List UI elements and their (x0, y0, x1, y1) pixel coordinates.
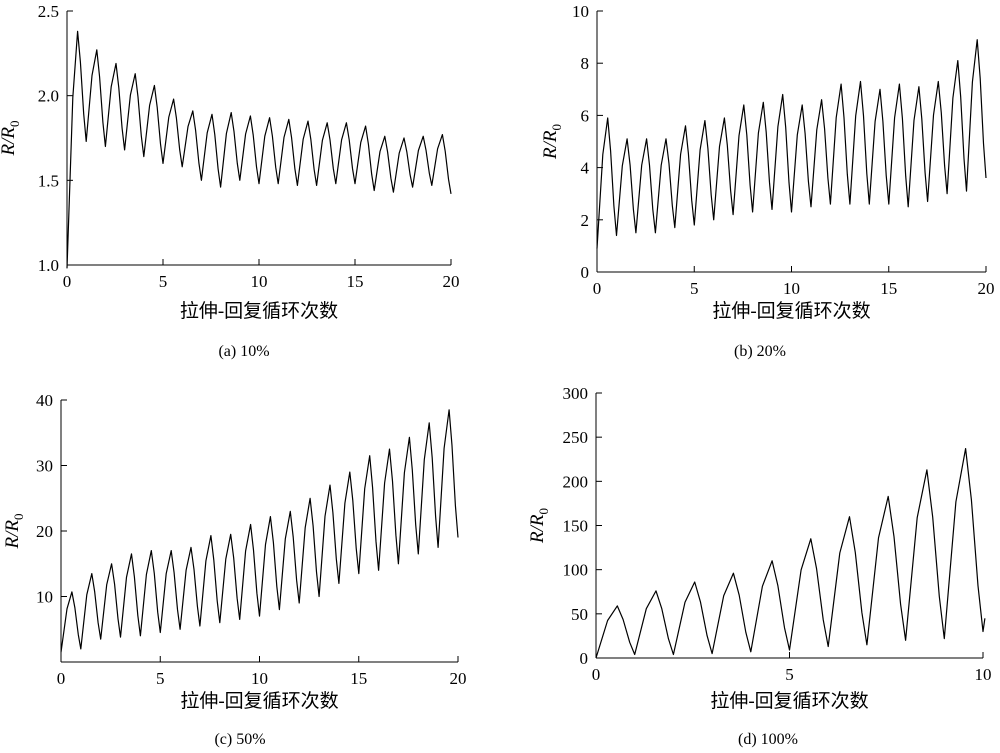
y-axis-label-main: R/R (2, 520, 23, 550)
x-tick-label: 15 (350, 669, 367, 688)
x-axis-label: 拉伸-回复循环次数 (710, 690, 868, 712)
x-tick-label: 20 (443, 272, 460, 291)
x-tick-label: 0 (592, 665, 601, 684)
panel-caption: (a) 10% (218, 343, 269, 360)
y-tick-label: 300 (563, 384, 589, 403)
x-tick-label: 0 (593, 279, 602, 298)
series-line (60, 409, 459, 653)
x-tick-label: 10 (783, 279, 800, 298)
y-axis-label-main: R/R (527, 514, 548, 544)
x-tick-label: 10 (251, 272, 268, 291)
y-tick-label: 2.5 (38, 2, 59, 21)
y-axis-label: R/R0 (2, 514, 26, 550)
x-axis-label: 拉伸-回复循环次数 (180, 300, 338, 322)
x-tick-label: 5 (156, 669, 165, 688)
y-tick-label: 1.5 (38, 171, 59, 190)
y-tick-label: 150 (563, 517, 589, 536)
x-tick-label: 5 (159, 272, 168, 291)
y-tick-label: 20 (36, 522, 53, 541)
y-tick-label: 250 (563, 428, 589, 447)
y-tick-label: 50 (571, 605, 588, 624)
y-tick-label: 8 (581, 54, 590, 73)
y-axis-label: R/R0 (0, 121, 22, 157)
y-tick-label: 6 (581, 106, 590, 125)
x-tick-label: 10 (975, 665, 992, 684)
x-tick-label: 5 (690, 279, 699, 298)
series-line (66, 30, 452, 269)
y-tick-label: 0 (581, 263, 590, 282)
y-tick-label: 2 (581, 211, 590, 230)
y-tick-label: 0 (580, 649, 589, 668)
panel-caption: (d) 100% (738, 731, 798, 748)
series-line (595, 448, 986, 659)
y-axis-label-main: R/R (540, 130, 561, 160)
x-axis-label: 拉伸-回复循环次数 (180, 690, 338, 712)
y-tick-label: 1.0 (38, 256, 59, 275)
y-axis-label-main: R/R (0, 127, 19, 157)
y-tick-label: 30 (36, 457, 53, 476)
x-tick-label: 5 (785, 665, 794, 684)
y-tick-label: 2.0 (38, 87, 59, 106)
panel-caption: (c) 50% (214, 731, 265, 748)
x-tick-label: 15 (347, 272, 364, 291)
x-axis-label: 拉伸-回复循环次数 (712, 300, 870, 322)
y-axis-label-subscript: 0 (11, 514, 26, 521)
y-tick-label: 100 (563, 561, 589, 580)
x-tick-label: 20 (978, 279, 995, 298)
x-tick-label: 20 (450, 669, 467, 688)
x-tick-label: 10 (251, 669, 268, 688)
x-tick-label: 0 (57, 669, 66, 688)
series-line (596, 39, 987, 249)
y-axis-label-subscript: 0 (536, 508, 551, 515)
y-axis-label-subscript: 0 (7, 121, 22, 128)
x-tick-label: 0 (63, 272, 72, 291)
y-axis-label-subscript: 0 (549, 124, 564, 131)
y-tick-label: 40 (36, 391, 53, 410)
y-tick-label: 200 (563, 472, 589, 491)
y-axis-label: R/R0 (527, 508, 551, 544)
x-tick-label: 15 (880, 279, 897, 298)
y-tick-label: 4 (581, 159, 590, 178)
panel-caption: (b) 20% (734, 343, 786, 360)
y-tick-label: 10 (36, 588, 53, 607)
y-axis-label: R/R0 (540, 124, 564, 160)
y-tick-label: 10 (572, 2, 589, 21)
